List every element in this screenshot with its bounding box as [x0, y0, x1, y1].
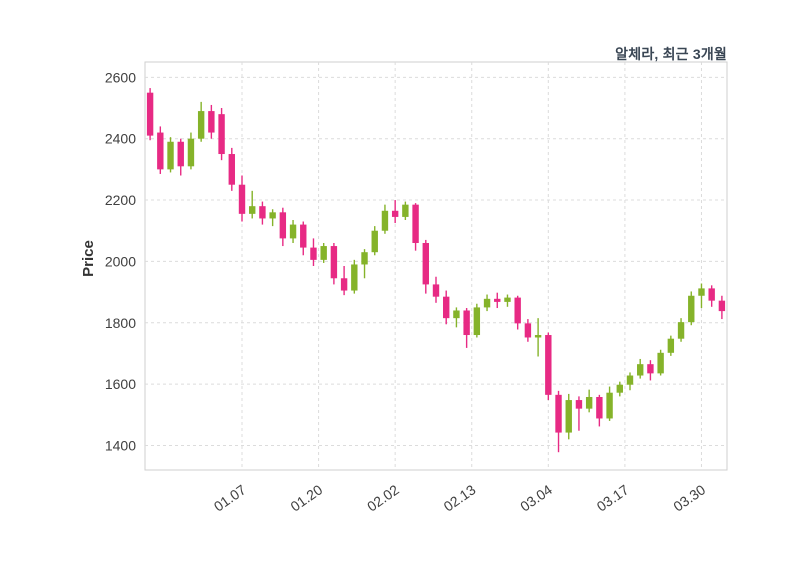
candle-body — [575, 400, 583, 409]
candle-body — [667, 338, 675, 353]
candle-body — [269, 212, 276, 219]
candle-body — [708, 288, 715, 301]
candle-body — [545, 335, 552, 395]
y-tick-label: 2000 — [105, 253, 136, 269]
candle-body — [259, 206, 266, 219]
candle-body — [157, 132, 164, 170]
candle-body — [443, 296, 450, 319]
candle-body — [504, 297, 511, 302]
candle-body — [146, 92, 154, 136]
candle-body — [626, 375, 634, 385]
candle-body — [197, 111, 205, 139]
candle-body — [494, 298, 501, 302]
candle-body — [422, 242, 429, 285]
candle-body — [637, 364, 644, 376]
candle-body — [677, 322, 685, 339]
x-tick-label: 02.02 — [364, 481, 402, 514]
candle-body — [381, 210, 389, 231]
y-axis-label: Price — [79, 240, 97, 277]
candle-body — [402, 204, 409, 217]
candle-body — [371, 230, 378, 253]
candle-body — [218, 114, 225, 155]
candle-body — [177, 141, 184, 167]
candle-body — [432, 284, 440, 297]
x-tick-label: 03.30 — [670, 481, 708, 514]
x-tick-label: 01.20 — [287, 481, 325, 514]
candle-body — [483, 298, 491, 308]
x-tick-label: 01.07 — [211, 481, 249, 514]
candle-body — [187, 138, 195, 167]
candle-body — [351, 264, 358, 291]
candle-body — [463, 310, 470, 336]
candle-body — [514, 297, 521, 324]
chart-title: 알체라, 최근 3개월 — [615, 46, 727, 62]
x-tick-label: 02.13 — [441, 481, 479, 514]
candle-body — [585, 396, 593, 409]
candle-body — [238, 184, 246, 214]
candle-body — [647, 364, 654, 374]
y-tick-label: 2400 — [105, 131, 136, 147]
candle-body — [249, 206, 256, 214]
candle-body — [167, 141, 174, 170]
candle-body — [534, 335, 542, 338]
candle-body — [310, 247, 317, 260]
y-tick-label: 2600 — [105, 69, 136, 85]
y-tick-label: 1400 — [105, 437, 136, 453]
candle-body — [330, 246, 338, 279]
candle-body — [688, 295, 695, 323]
candle-body — [565, 400, 572, 433]
candle-body — [698, 288, 705, 296]
y-tick-label: 2200 — [105, 192, 136, 208]
y-tick-label: 1600 — [105, 376, 136, 392]
candle-body — [391, 210, 399, 217]
candle-body — [320, 246, 327, 260]
candle-body — [300, 224, 307, 248]
x-tick-label: 03.04 — [517, 481, 555, 514]
candle-body — [340, 278, 348, 291]
candle-body — [361, 252, 368, 265]
candle-body — [453, 310, 460, 319]
candle-body — [289, 224, 297, 239]
candle-body — [596, 396, 603, 419]
candle-body — [524, 323, 532, 338]
candle-body — [616, 384, 623, 393]
candle-body — [279, 212, 287, 239]
candle-body — [412, 204, 419, 243]
candle-body — [228, 154, 235, 185]
candle-body — [657, 352, 664, 374]
candle-body — [473, 307, 481, 336]
candle-body — [555, 394, 562, 433]
plot-border — [144, 61, 728, 471]
candle-body — [606, 392, 613, 419]
x-tick-label: 03.17 — [594, 481, 632, 514]
candle-body — [718, 300, 726, 312]
y-tick-label: 1800 — [105, 315, 136, 331]
candle-body — [208, 111, 215, 133]
